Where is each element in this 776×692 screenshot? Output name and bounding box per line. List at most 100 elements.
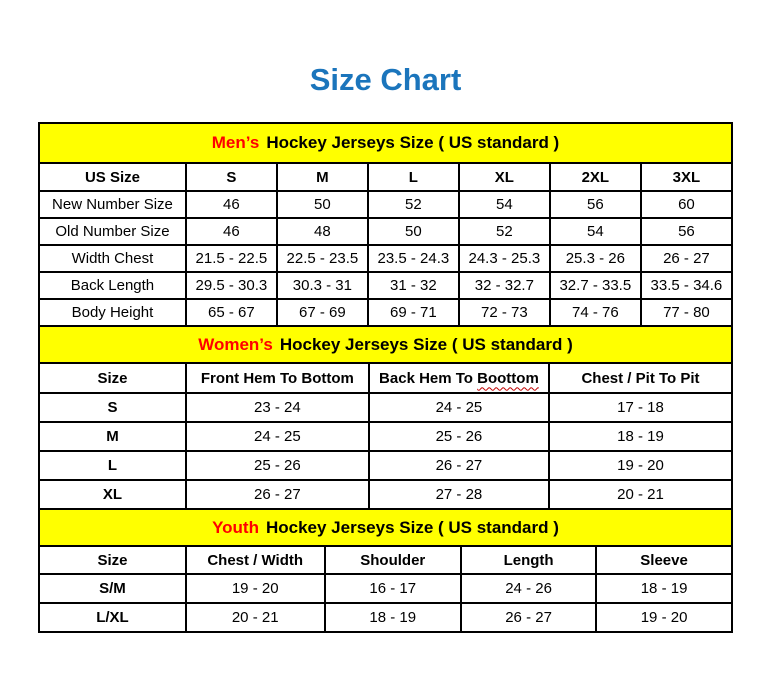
table-row: Size Chest / Width Shoulder Length Sleev… <box>38 545 733 575</box>
womens-section-title: Hockey Jerseys Size ( US standard ) <box>279 334 573 354</box>
size-cell: 30.3 - 31 <box>275 271 369 300</box>
size-cell: 52 <box>366 190 460 219</box>
size-cell: 32.7 - 33.5 <box>548 271 642 300</box>
size-cell: 24 - 25 <box>367 392 551 423</box>
size-cell: 31 - 32 <box>366 271 460 300</box>
mens-section-header: Men’s Hockey Jerseys Size ( US standard ) <box>38 122 733 164</box>
youth-section-title: Hockey Jerseys Size ( US standard ) <box>265 517 559 537</box>
column-header: Back Hem To Boottom <box>367 362 551 394</box>
size-cell: 54 <box>548 217 642 246</box>
table-row: Width Chest 21.5 - 22.5 22.5 - 23.5 23.5… <box>38 244 734 273</box>
size-cell: 24.3 - 25.3 <box>457 244 551 273</box>
column-header: 3XL <box>639 162 734 192</box>
womens-size-table: Women’s Hockey Jerseys Size ( US standard… <box>38 325 733 510</box>
size-cell: 19 - 20 <box>184 573 326 604</box>
mens-section-title: Hockey Jerseys Size ( US standard ) <box>266 133 560 152</box>
row-label: Width Chest <box>38 244 187 273</box>
size-cell: 50 <box>366 217 460 246</box>
column-header: M <box>275 162 369 192</box>
womens-section-header: Women’s Hockey Jerseys Size ( US standard… <box>38 325 733 364</box>
column-header: Shoulder <box>323 545 463 575</box>
size-cell: 56 <box>548 190 642 219</box>
size-cell: 25.3 - 26 <box>548 244 642 273</box>
column-header: Length <box>460 545 598 575</box>
page-title: Size Chart <box>309 62 462 97</box>
mens-size-table: Men’s Hockey Jerseys Size ( US standard )… <box>38 122 734 327</box>
size-cell: 24 - 25 <box>184 421 370 452</box>
size-cell: 46 <box>184 217 278 246</box>
table-row: Size Front Hem To Bottom Back Hem To Boo… <box>38 362 733 394</box>
size-cell: 19 - 20 <box>595 602 733 633</box>
size-cell: 60 <box>639 190 734 219</box>
table-row: XL 26 - 27 27 - 28 20 - 21 <box>38 479 733 510</box>
size-cell: 77 - 80 <box>639 298 734 327</box>
row-label: L/XL <box>38 602 187 633</box>
row-label: L <box>38 450 187 481</box>
row-label: M <box>38 421 187 452</box>
row-label: Old Number Size <box>38 217 187 246</box>
size-cell: 18 - 19 <box>323 602 463 633</box>
youth-section-highlight: Youth <box>212 517 259 537</box>
table-row: Back Length 29.5 - 30.3 30.3 - 31 31 - 3… <box>38 271 734 300</box>
size-cell: 26 - 27 <box>184 479 370 510</box>
column-header: L <box>366 162 460 192</box>
row-label: S <box>38 392 187 423</box>
table-row: L 25 - 26 26 - 27 19 - 20 <box>38 450 733 481</box>
column-header: Front Hem To Bottom <box>184 362 370 394</box>
mens-section-highlight: Men’s <box>211 133 260 152</box>
row-label: Back Length <box>38 271 187 300</box>
column-header: S <box>184 162 278 192</box>
column-header-text: Back Hem To <box>379 369 473 387</box>
row-label: S/M <box>38 573 187 604</box>
table-row: S/M 19 - 20 16 - 17 24 - 26 18 - 19 <box>38 573 733 604</box>
size-cell: 25 - 26 <box>184 450 370 481</box>
table-row: M 24 - 25 25 - 26 18 - 19 <box>38 421 733 452</box>
column-header: Size <box>38 362 187 394</box>
youth-section-band: Youth Hockey Jerseys Size ( US standard ) <box>38 508 733 547</box>
size-cell: 19 - 20 <box>548 450 733 481</box>
size-cell: 32 - 32.7 <box>457 271 551 300</box>
size-cell: 18 - 19 <box>595 573 733 604</box>
table-row: Body Height 65 - 67 67 - 69 69 - 71 72 -… <box>38 298 734 327</box>
size-cell: 56 <box>639 217 734 246</box>
size-cell: 26 - 27 <box>639 244 734 273</box>
column-header: XL <box>457 162 551 192</box>
row-label: New Number Size <box>38 190 187 219</box>
size-cell: 17 - 18 <box>548 392 733 423</box>
size-cell: 69 - 71 <box>366 298 460 327</box>
size-cell: 46 <box>184 190 278 219</box>
womens-section-highlight: Women’s <box>198 334 273 354</box>
column-header: Chest / Width <box>184 545 326 575</box>
size-cell: 26 - 27 <box>367 450 551 481</box>
misspelled-word: Boottom <box>477 369 539 387</box>
size-cell: 20 - 21 <box>548 479 733 510</box>
size-cell: 54 <box>457 190 551 219</box>
size-cell: 18 - 19 <box>548 421 733 452</box>
size-cell: 27 - 28 <box>367 479 551 510</box>
table-row: L/XL 20 - 21 18 - 19 26 - 27 19 - 20 <box>38 602 733 633</box>
size-cell: 50 <box>275 190 369 219</box>
size-cell: 23 - 24 <box>184 392 370 423</box>
row-label: Body Height <box>38 298 187 327</box>
table-row: S 23 - 24 24 - 25 17 - 18 <box>38 392 733 423</box>
youth-size-table: Youth Hockey Jerseys Size ( US standard )… <box>38 508 733 633</box>
womens-section-band: Women’s Hockey Jerseys Size ( US standard… <box>38 325 733 364</box>
column-header: Sleeve <box>595 545 733 575</box>
size-cell: 24 - 26 <box>460 573 598 604</box>
table-row: Old Number Size 46 48 50 52 54 56 <box>38 217 734 246</box>
size-tables-container: Men’s Hockey Jerseys Size ( US standard )… <box>38 122 734 633</box>
size-cell: 72 - 73 <box>457 298 551 327</box>
column-header: Size <box>38 545 187 575</box>
column-header: 2XL <box>548 162 642 192</box>
size-cell: 21.5 - 22.5 <box>184 244 278 273</box>
size-cell: 29.5 - 30.3 <box>184 271 278 300</box>
size-cell: 16 - 17 <box>323 573 463 604</box>
size-cell: 26 - 27 <box>460 602 598 633</box>
size-cell: 22.5 - 23.5 <box>275 244 369 273</box>
size-cell: 67 - 69 <box>275 298 369 327</box>
mens-section-band: Men’s Hockey Jerseys Size ( US standard ) <box>38 122 733 164</box>
youth-section-header: Youth Hockey Jerseys Size ( US standard ) <box>38 508 733 547</box>
size-cell: 23.5 - 24.3 <box>366 244 460 273</box>
row-label: XL <box>38 479 187 510</box>
size-cell: 25 - 26 <box>367 421 551 452</box>
